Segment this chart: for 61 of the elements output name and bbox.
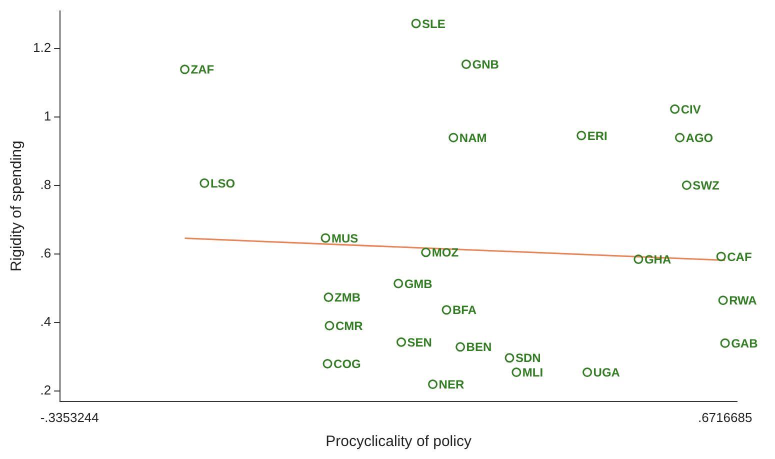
annotation: SEN	[407, 335, 432, 350]
point	[675, 132, 685, 142]
point	[718, 296, 728, 306]
y-tick-label: .6	[40, 246, 52, 261]
annotation: UGA	[593, 366, 620, 380]
annotation: CMR	[335, 318, 364, 333]
y-tick-label: .4	[40, 314, 52, 330]
annotation: LSO	[210, 176, 236, 190]
point	[504, 353, 514, 363]
y-tick-label: 1.2	[32, 40, 52, 56]
y-axis-title: Rigidity of spending	[8, 140, 26, 272]
point	[200, 178, 210, 188]
point	[682, 180, 692, 190]
annotation: GAB	[731, 336, 758, 350]
x-axis-title: Procyclicality of policy	[326, 433, 472, 450]
annotation: CIV	[680, 102, 701, 116]
annotation: GMB	[404, 276, 433, 291]
point	[428, 380, 438, 390]
point	[461, 60, 471, 69]
point	[448, 132, 458, 142]
point	[180, 64, 190, 74]
annotation: MOZ	[432, 246, 459, 260]
point	[720, 338, 730, 348]
point	[670, 104, 680, 114]
y-tick-label: .2	[40, 382, 52, 398]
point	[322, 358, 332, 368]
annotation: GNB	[472, 58, 500, 72]
annotation: MLI	[522, 366, 544, 380]
point	[576, 130, 586, 140]
annotation: RWA	[729, 294, 758, 308]
point	[324, 320, 334, 330]
y-tick-label: 1	[44, 108, 52, 124]
point	[582, 368, 592, 378]
annotation: ERI	[587, 128, 608, 143]
annotation: MUS	[332, 231, 358, 246]
point	[512, 368, 522, 378]
annotation: ZMB	[334, 290, 361, 305]
point	[634, 254, 644, 264]
annotation: SDN	[516, 351, 541, 366]
point	[421, 248, 431, 258]
annotation: CAF	[727, 250, 752, 264]
annotation: AGO	[686, 130, 714, 145]
point	[411, 18, 421, 28]
y-tick-label: .8	[40, 177, 52, 192]
point	[320, 233, 330, 243]
annotation: BEN	[466, 340, 492, 354]
annotation: NAM	[459, 130, 487, 145]
point	[716, 252, 726, 262]
annotation: COG	[334, 357, 361, 372]
x-tick-label: -.3353244	[40, 410, 99, 425]
point	[394, 278, 404, 288]
annotation: SWZ	[692, 178, 720, 193]
annotation: SLE	[422, 16, 446, 31]
point	[456, 342, 466, 352]
point	[396, 337, 406, 347]
point	[442, 305, 452, 315]
annotation: ZAF	[190, 62, 214, 77]
point	[324, 292, 334, 302]
x-tick-label: .6716685	[698, 410, 752, 425]
annotation: NER	[438, 378, 464, 392]
annotation: BFA	[452, 303, 477, 318]
